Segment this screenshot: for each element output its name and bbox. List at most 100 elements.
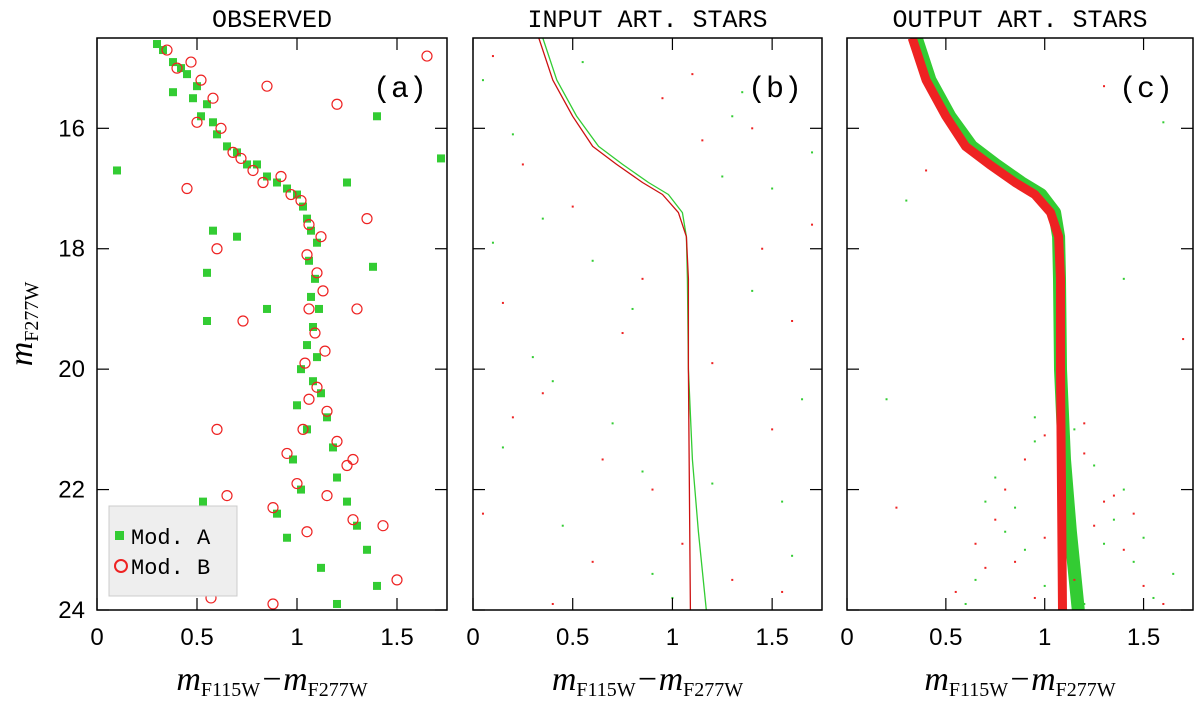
point (541, 217, 544, 220)
point (531, 356, 534, 359)
point (601, 458, 604, 461)
point (1004, 530, 1007, 533)
point (273, 509, 281, 518)
x-tick-label: 0.5 (180, 624, 213, 651)
point (297, 485, 305, 494)
point (1122, 488, 1125, 491)
plot-area (885, 38, 1185, 610)
point (1103, 542, 1106, 545)
point (203, 100, 211, 109)
point (885, 398, 888, 401)
point (303, 393, 315, 405)
point (307, 226, 315, 235)
x-tick-label: 1 (666, 624, 679, 651)
x-axis-label: mF115W−mF277W (176, 661, 367, 701)
point (1112, 494, 1115, 497)
point (481, 512, 484, 515)
point (1132, 560, 1135, 563)
point (551, 380, 554, 383)
point (1073, 578, 1076, 581)
point (317, 285, 329, 297)
point (1162, 121, 1165, 124)
point (323, 413, 331, 422)
point (964, 602, 967, 605)
point (315, 231, 327, 243)
point (313, 353, 321, 362)
x-tick-label: 0.5 (556, 624, 589, 651)
x-tick-label: 1 (1038, 624, 1051, 651)
x-label-main: −m (260, 661, 308, 698)
point (751, 289, 754, 292)
point (701, 139, 704, 142)
point (183, 70, 191, 79)
point (267, 598, 279, 610)
point (171, 62, 183, 74)
point (281, 447, 293, 460)
point (257, 176, 269, 189)
point (954, 590, 957, 593)
point (301, 526, 313, 538)
point (309, 327, 321, 339)
point (247, 164, 259, 177)
point (501, 301, 504, 304)
point (561, 524, 564, 527)
point (801, 398, 804, 401)
point (1172, 572, 1175, 575)
point (351, 303, 363, 315)
point (1162, 602, 1165, 605)
point (299, 357, 311, 369)
point (761, 247, 764, 250)
legend-box (108, 505, 238, 597)
point (275, 170, 287, 183)
point (741, 91, 744, 94)
point (1004, 488, 1007, 491)
point (347, 514, 359, 526)
sequence-band (907, 38, 1067, 610)
point (591, 560, 594, 563)
point (223, 142, 231, 151)
point (305, 256, 313, 265)
point (691, 73, 694, 76)
point (895, 506, 898, 509)
panel-label: (a) (373, 73, 427, 107)
point (235, 152, 247, 165)
point (641, 470, 644, 473)
point (581, 61, 584, 64)
point (273, 178, 281, 187)
point (303, 341, 311, 350)
point (661, 97, 664, 100)
point (421, 50, 433, 62)
point (1033, 440, 1036, 443)
point (199, 497, 207, 506)
point (551, 602, 554, 605)
point (984, 566, 987, 569)
point (1093, 464, 1096, 467)
point (711, 362, 714, 365)
y-label-sub: F277W (21, 282, 43, 342)
point (293, 190, 301, 199)
point (299, 202, 307, 211)
point (211, 423, 223, 435)
point (363, 545, 371, 554)
point (301, 249, 313, 261)
point (521, 163, 524, 166)
point (811, 151, 814, 154)
panel-title: OBSERVED (212, 6, 332, 35)
x-label-main: m (552, 661, 577, 698)
x-label-main: m (176, 661, 201, 698)
point (373, 112, 381, 121)
panel-title: INPUT ART. STARS (527, 6, 767, 35)
x-label-sub: F115W (201, 679, 260, 701)
x-label-sub: F277W (308, 679, 368, 701)
point (347, 453, 359, 466)
x-label-sub: F115W (949, 679, 1008, 701)
point (211, 243, 223, 255)
point (113, 166, 121, 175)
legend-marker (115, 531, 124, 540)
point (721, 175, 724, 178)
point (267, 502, 279, 514)
point (781, 500, 784, 503)
point (177, 64, 185, 73)
